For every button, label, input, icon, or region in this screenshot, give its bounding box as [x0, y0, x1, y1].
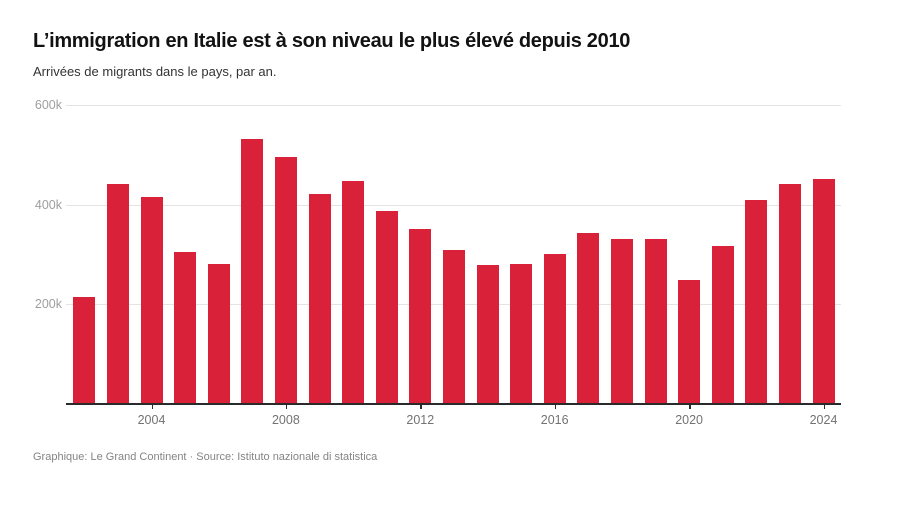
- bar-2020[interactable]: [678, 280, 701, 404]
- x-axis-tick-2012: [420, 403, 422, 409]
- x-axis-label: 2024: [809, 413, 838, 427]
- x-axis-label: 2016: [540, 413, 569, 427]
- y-axis-label: 200k: [34, 297, 62, 312]
- bar-2004[interactable]: [140, 196, 163, 404]
- x-axis-label: 2004: [137, 413, 166, 427]
- bar-2007[interactable]: [241, 139, 264, 404]
- bar-2006[interactable]: [207, 264, 230, 404]
- bar-2008[interactable]: [274, 157, 297, 404]
- bar-2010[interactable]: [342, 180, 365, 404]
- chart-subtitle: Arrivées de migrants dans le pays, par a…: [33, 64, 277, 79]
- x-axis-line: [66, 403, 841, 405]
- bar-2017[interactable]: [577, 232, 600, 404]
- bar-2014[interactable]: [476, 265, 499, 404]
- x-axis-tick-2020: [689, 403, 691, 409]
- gridline-600k: [66, 105, 841, 106]
- bar-2023[interactable]: [778, 184, 801, 404]
- bar-2011[interactable]: [375, 211, 398, 404]
- x-axis-tick-2004: [151, 403, 153, 409]
- y-axis-label: 400k: [34, 197, 62, 212]
- bar-2021[interactable]: [711, 245, 734, 404]
- x-axis-tick-2024: [823, 403, 825, 409]
- bar-2013[interactable]: [442, 250, 465, 404]
- bar-2019[interactable]: [644, 238, 667, 404]
- chart-credit: Graphique: Le Grand Continent · Source: …: [33, 451, 378, 463]
- bar-2009[interactable]: [308, 193, 331, 404]
- bar-2005[interactable]: [174, 251, 197, 404]
- bar-2022[interactable]: [745, 199, 768, 404]
- gridline-400k: [66, 204, 841, 206]
- x-axis-label: 2020: [675, 413, 703, 427]
- bar-2015[interactable]: [510, 264, 533, 404]
- bar-2016[interactable]: [543, 254, 566, 404]
- x-axis-label: 2012: [406, 413, 435, 427]
- x-axis-label: 2008: [271, 413, 300, 427]
- x-axis-tick-2008: [285, 403, 288, 409]
- bar-2003[interactable]: [106, 184, 129, 404]
- x-axis-tick-2016: [554, 403, 557, 409]
- chart-title: L’immigration en Italie est à son niveau…: [33, 30, 631, 52]
- bar-2018[interactable]: [610, 238, 633, 404]
- bar-2002[interactable]: [73, 296, 96, 404]
- y-axis-label: 600k: [34, 98, 62, 112]
- bar-2012[interactable]: [409, 229, 432, 404]
- bar-2024[interactable]: [812, 178, 835, 404]
